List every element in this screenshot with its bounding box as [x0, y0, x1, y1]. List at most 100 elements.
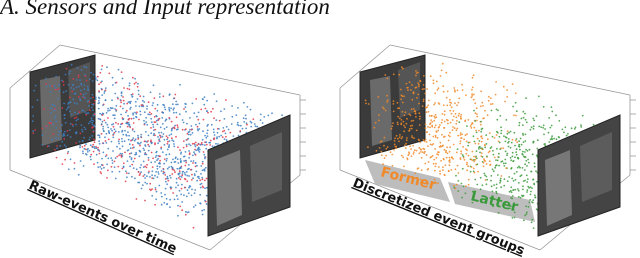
event-dot — [176, 124, 179, 127]
event-dot — [454, 112, 457, 115]
event-dot — [155, 154, 158, 157]
event-dot — [125, 170, 127, 173]
event-dot — [386, 101, 388, 103]
event-dot — [168, 144, 171, 146]
event-dot — [150, 151, 153, 154]
event-dot — [415, 86, 418, 89]
event-dot — [193, 151, 195, 154]
event-dot — [128, 84, 131, 87]
event-dot — [485, 143, 488, 145]
event-dot — [119, 126, 122, 128]
event-dot — [103, 92, 106, 94]
event-dot — [92, 143, 95, 146]
event-dot — [185, 143, 188, 146]
event-dot — [138, 143, 141, 145]
event-dot — [86, 85, 89, 88]
event-dot — [163, 106, 166, 109]
event-dot — [192, 226, 195, 229]
event-dot — [57, 134, 60, 136]
event-dot — [60, 130, 63, 132]
event-dot — [481, 148, 483, 150]
event-dot — [526, 178, 529, 181]
event-dot — [454, 168, 457, 171]
event-dot — [229, 131, 232, 134]
event-dot — [383, 144, 385, 147]
event-dot — [147, 134, 150, 137]
event-dot — [121, 117, 124, 119]
event-dot — [392, 73, 395, 76]
event-dot — [166, 138, 169, 141]
event-dot — [156, 159, 158, 162]
event-dot — [91, 106, 93, 109]
event-dot — [485, 175, 488, 178]
event-dot — [446, 146, 448, 149]
event-dot — [171, 173, 174, 175]
event-dot — [188, 167, 190, 170]
event-dot — [548, 117, 551, 119]
event-dot — [161, 135, 164, 138]
event-dot — [135, 112, 138, 115]
event-dot — [365, 102, 367, 105]
event-dot — [195, 149, 198, 152]
event-dot — [105, 132, 108, 135]
event-dot — [170, 129, 173, 132]
event-dot — [152, 84, 155, 87]
event-dot — [480, 90, 482, 93]
event-dot — [205, 177, 208, 180]
event-dot — [448, 135, 451, 138]
event-dot — [96, 79, 99, 82]
event-dot — [123, 140, 126, 143]
event-dot — [170, 161, 173, 164]
event-dot — [162, 172, 165, 175]
event-dot — [220, 110, 222, 113]
event-dot — [221, 136, 224, 139]
event-dot — [137, 142, 140, 145]
event-dot — [142, 160, 145, 163]
event-dot — [128, 117, 131, 120]
event-dot — [145, 121, 148, 123]
event-dot — [203, 208, 206, 211]
event-dot — [83, 144, 86, 147]
event-dot — [475, 150, 478, 153]
event-dot — [517, 145, 520, 148]
event-dot — [374, 121, 377, 124]
event-dot — [514, 188, 517, 191]
event-dot — [403, 165, 405, 168]
event-dot — [404, 144, 406, 147]
event-dot — [97, 148, 99, 151]
event-dot — [89, 155, 92, 158]
event-dot — [510, 141, 513, 144]
event-dot — [444, 135, 446, 138]
event-dot — [504, 150, 507, 153]
event-dot — [180, 167, 182, 170]
event-dot — [194, 165, 197, 168]
event-dot — [103, 90, 106, 93]
event-dot — [163, 143, 166, 146]
event-dot — [448, 161, 451, 164]
event-dot — [504, 100, 506, 103]
event-dot — [102, 151, 105, 154]
event-dot — [461, 83, 463, 86]
event-dot — [484, 160, 487, 163]
event-dot — [91, 123, 94, 126]
event-dot — [49, 90, 52, 93]
event-dot — [117, 123, 120, 125]
event-dot — [99, 166, 102, 168]
event-dot — [162, 95, 165, 98]
event-dot — [104, 99, 107, 102]
event-dot — [137, 171, 140, 173]
event-dot — [31, 106, 34, 108]
event-dot — [536, 180, 538, 183]
event-dot — [216, 136, 218, 139]
event-dot — [237, 107, 239, 109]
event-dot — [507, 138, 510, 140]
event-dot — [184, 164, 187, 167]
event-dot — [480, 152, 483, 155]
event-dot — [411, 84, 413, 86]
event-dot — [441, 119, 444, 121]
event-dot — [478, 146, 480, 149]
event-dot — [150, 117, 153, 120]
event-dot — [408, 151, 410, 154]
event-dot — [473, 171, 476, 174]
event-dot — [443, 113, 446, 116]
